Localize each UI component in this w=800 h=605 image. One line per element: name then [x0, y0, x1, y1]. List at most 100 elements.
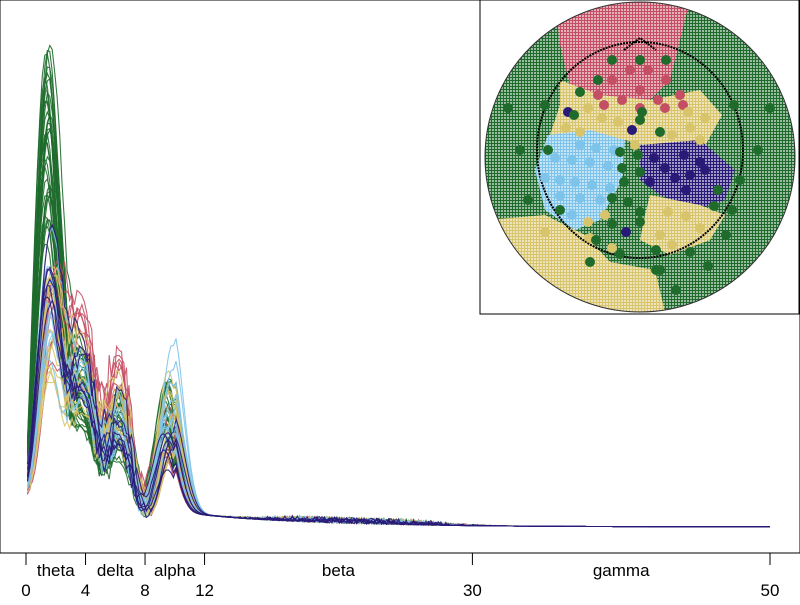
series-line — [26, 266, 770, 528]
electrode-yellow — [700, 113, 710, 123]
electrode-yellow — [681, 211, 691, 221]
electrode-light-blue — [555, 175, 565, 185]
electrode-green — [555, 205, 565, 215]
electrode-green — [591, 235, 601, 245]
electrode-light-blue — [570, 177, 580, 187]
electrode-navy — [649, 153, 659, 163]
electrode-green — [655, 265, 665, 275]
electrode-yellow — [663, 207, 673, 217]
electrode-green — [543, 145, 553, 155]
electrode-green — [685, 247, 695, 257]
x-tick-label: 0 — [21, 581, 30, 600]
x-tick-label: 4 — [81, 581, 90, 600]
electrode-red — [599, 100, 609, 110]
electrode-light-blue — [540, 173, 550, 183]
electrode-navy — [621, 227, 631, 237]
electrode-green — [607, 193, 617, 203]
series-line — [26, 284, 770, 528]
head-outline — [484, 1, 796, 313]
electrode-yellow — [583, 217, 593, 227]
electrode-navy — [681, 185, 691, 195]
electrode-green — [503, 103, 513, 113]
electrode-green — [619, 177, 629, 187]
electrode-green — [727, 205, 737, 215]
electrode-light-blue — [605, 183, 615, 193]
electrode-yellow — [613, 117, 623, 127]
electrode-yellow — [630, 140, 640, 150]
band-label-alpha: alpha — [154, 561, 196, 580]
electrode-light-blue — [595, 195, 605, 205]
electrode-green — [661, 55, 671, 65]
electrode-yellow — [685, 123, 695, 133]
electrode-yellow — [683, 107, 693, 117]
electrode-green — [575, 87, 585, 97]
electrode-red — [593, 90, 603, 100]
x-tick-label: 30 — [463, 581, 482, 600]
electrode-red — [607, 75, 617, 85]
electrode-red — [675, 90, 685, 100]
band-label-delta: delta — [97, 561, 134, 580]
electrode-green — [709, 201, 719, 211]
electrode-yellow — [597, 113, 607, 123]
electrode-green — [623, 197, 633, 207]
electrode-green — [635, 115, 645, 125]
electrode-green — [721, 230, 731, 240]
scalp-contour — [536, 41, 744, 259]
electrode-green — [635, 217, 645, 227]
band-label-gamma: gamma — [593, 561, 650, 580]
electrode-green — [671, 285, 681, 295]
x-tick-label: 12 — [195, 581, 214, 600]
electrode-navy — [700, 165, 710, 175]
electrode-green — [655, 127, 665, 137]
electrode-green — [735, 175, 745, 185]
electrode-green — [637, 107, 647, 117]
electrode-red — [661, 75, 671, 85]
x-tick-label: 8 — [140, 581, 149, 600]
electrode-navy — [627, 125, 637, 135]
electrode-green — [617, 163, 627, 173]
electrode-light-blue — [585, 157, 595, 167]
electrode-red — [617, 95, 627, 105]
electrode-yellow — [655, 230, 665, 240]
electrode-green — [635, 55, 645, 65]
electrode-navy — [660, 163, 670, 173]
electrode-green — [607, 219, 617, 229]
electrode-light-blue — [567, 210, 577, 220]
electrode-light-blue — [550, 153, 560, 163]
electrode-yellow — [667, 130, 677, 140]
electrode-green — [765, 103, 775, 113]
electrode-yellow — [695, 223, 705, 233]
electrode-red — [653, 95, 663, 105]
band-labels: theta delta alpha beta gamma — [37, 561, 650, 580]
electrodes — [503, 55, 775, 295]
electrode-green — [635, 167, 645, 177]
electrode-yellow — [667, 240, 677, 250]
electrode-yellow — [607, 243, 617, 253]
electrode-light-blue — [587, 180, 597, 190]
electrode-green — [753, 145, 763, 155]
electrode-green — [593, 75, 603, 85]
electrode-green — [729, 100, 739, 110]
electrode-green — [713, 185, 723, 195]
electrode-green — [540, 100, 550, 110]
electrode-light-blue — [555, 191, 565, 201]
electrode-red — [635, 85, 645, 95]
electrode-yellow — [575, 127, 585, 137]
electrode-light-blue — [591, 143, 601, 153]
electrode-green — [569, 110, 579, 120]
electrode-navy — [685, 170, 695, 180]
electrode-green — [607, 55, 617, 65]
electrode-green — [703, 261, 713, 271]
electrode-red — [678, 100, 688, 110]
electrode-light-blue — [567, 155, 577, 165]
electrode-green — [523, 195, 533, 205]
electrode-green — [585, 257, 595, 267]
electrode-navy — [695, 157, 705, 167]
electrode-yellow — [695, 135, 705, 145]
electrode-green — [615, 147, 625, 157]
x-tick-label: 50 — [761, 581, 780, 600]
electrode-red — [660, 103, 670, 113]
electrode-light-blue — [603, 161, 613, 171]
